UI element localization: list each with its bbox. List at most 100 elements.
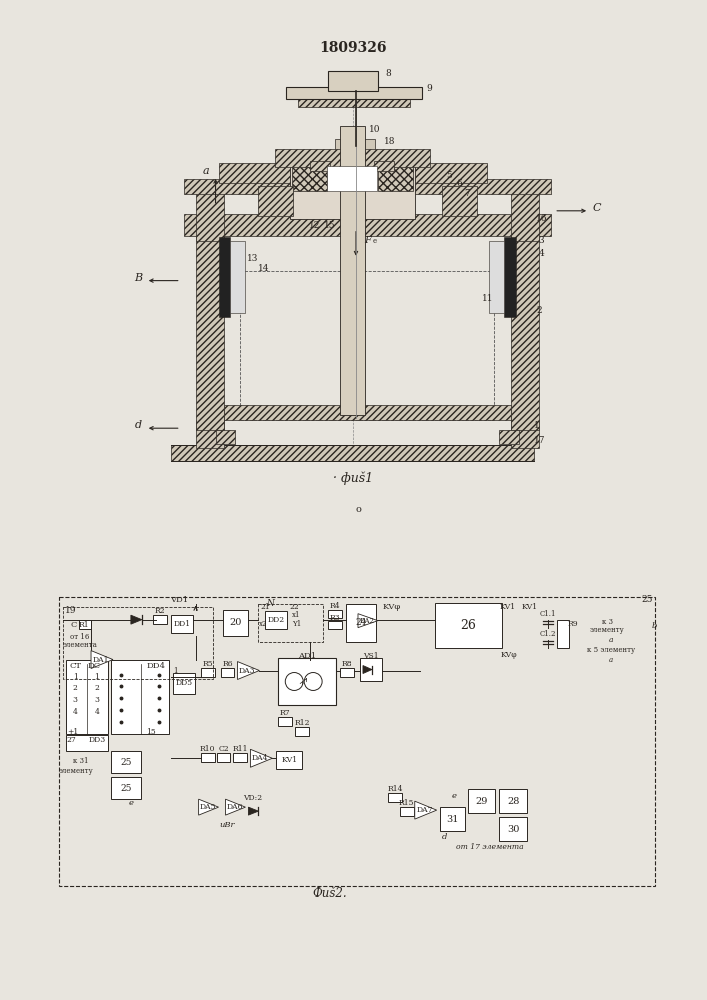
Bar [511, 186, 539, 241]
Bar [276, 751, 302, 769]
Text: R1: R1 [78, 621, 89, 629]
Bar [111, 660, 169, 734]
Text: 27: 27 [66, 736, 76, 744]
Text: 5: 5 [447, 171, 452, 180]
Bar [221, 668, 235, 677]
Bar [66, 660, 108, 734]
Bar [173, 673, 194, 694]
Polygon shape [131, 615, 142, 624]
Text: 19: 19 [65, 606, 77, 615]
Text: DD3: DD3 [88, 736, 105, 744]
Bar [240, 271, 494, 420]
Bar [275, 149, 430, 167]
Bar [440, 807, 464, 831]
Bar [388, 793, 402, 802]
Bar [265, 611, 287, 629]
Text: R7: R7 [280, 709, 291, 717]
Text: 12: 12 [308, 221, 320, 230]
Text: C: C [71, 621, 77, 629]
Text: 9: 9 [427, 84, 433, 93]
Text: 8: 8 [385, 69, 391, 78]
Text: x2: x2 [259, 620, 268, 628]
Text: VD1: VD1 [170, 596, 188, 604]
Text: R12: R12 [294, 719, 310, 727]
Bar [292, 166, 327, 191]
Bar [218, 163, 487, 183]
Bar [216, 753, 230, 762]
Text: 30: 30 [507, 825, 520, 834]
Text: R3: R3 [329, 614, 341, 622]
Text: d: d [134, 420, 141, 430]
Polygon shape [358, 614, 378, 628]
Bar [211, 216, 242, 234]
Text: R6: R6 [222, 660, 233, 668]
Text: 6: 6 [457, 179, 462, 188]
Bar [435, 603, 503, 648]
Bar [170, 615, 192, 633]
Text: VS1: VS1 [363, 652, 379, 660]
Text: 2: 2 [537, 306, 542, 315]
Bar [279, 658, 336, 705]
Text: 1: 1 [534, 421, 540, 430]
Bar [153, 615, 167, 624]
Bar [400, 807, 414, 816]
Text: 25: 25 [120, 758, 132, 767]
Text: KV1: KV1 [281, 756, 298, 764]
Text: R2: R2 [154, 607, 165, 615]
Bar [291, 164, 415, 219]
Bar [296, 727, 309, 736]
Text: KVφ: KVφ [501, 651, 518, 659]
Text: DA3: DA3 [239, 667, 256, 675]
Text: DD2: DD2 [268, 616, 285, 624]
Text: x1: x1 [292, 611, 300, 619]
Text: F: F [365, 236, 371, 245]
Text: DA5: DA5 [199, 803, 216, 811]
Text: 20: 20 [229, 618, 242, 627]
Polygon shape [250, 749, 272, 767]
Polygon shape [199, 799, 218, 815]
Bar [216, 430, 235, 444]
Text: 11: 11 [481, 294, 493, 303]
Text: +1: +1 [67, 728, 78, 736]
Text: 15: 15 [146, 728, 156, 736]
Text: 4: 4 [95, 708, 100, 716]
Bar [310, 161, 330, 171]
Bar [59, 597, 655, 886]
Bar [63, 607, 213, 679]
Text: от 16: от 16 [71, 633, 90, 641]
Text: 3: 3 [73, 696, 78, 704]
Text: DA7: DA7 [416, 806, 433, 814]
Bar [328, 621, 342, 629]
Text: 13: 13 [247, 254, 258, 263]
Text: DD4: DD4 [146, 662, 165, 670]
Bar [511, 236, 539, 430]
Polygon shape [91, 651, 113, 669]
Text: 14: 14 [257, 264, 269, 273]
Bar [499, 430, 520, 444]
Polygon shape [415, 801, 437, 819]
Bar [511, 420, 539, 448]
Bar [223, 405, 511, 420]
Text: e: e [373, 237, 377, 245]
Polygon shape [363, 666, 372, 674]
Text: элементу: элементу [59, 767, 93, 775]
Text: C: C [592, 203, 601, 213]
Text: R8: R8 [341, 660, 352, 668]
Text: 2: 2 [73, 684, 78, 692]
Text: R15: R15 [399, 799, 414, 807]
Text: элемента: элемента [63, 641, 98, 649]
Bar [230, 241, 245, 313]
Text: к 31: к 31 [74, 757, 89, 765]
Text: C1.2: C1.2 [540, 630, 556, 638]
Bar [111, 751, 141, 773]
Text: R11: R11 [233, 745, 248, 753]
Bar [328, 71, 378, 91]
Text: 4: 4 [73, 708, 78, 716]
Bar [327, 166, 377, 191]
Bar [360, 658, 382, 681]
Bar [111, 777, 141, 799]
Text: R10: R10 [200, 745, 216, 753]
Bar [223, 610, 248, 636]
Text: DA6: DA6 [226, 803, 243, 811]
Bar [335, 139, 375, 154]
